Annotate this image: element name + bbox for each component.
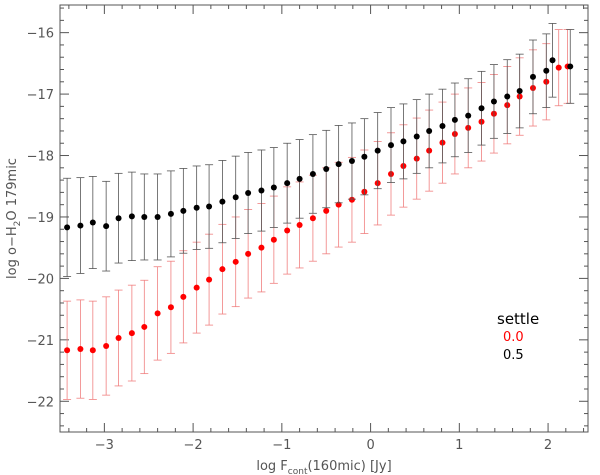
data-point [426,127,433,134]
x-tick-label: −3 [95,438,114,453]
data-point [323,166,330,173]
x-tick-label: 2 [544,438,552,453]
data-point [128,213,135,220]
x-tick-label: −1 [272,438,291,453]
data-point [270,184,277,191]
data-point [348,196,355,203]
data-point [180,293,187,300]
data-point [167,210,174,217]
data-point [309,170,316,177]
data-point [89,219,96,226]
y-tick-label: −17 [27,88,54,103]
legend-entry-settle-0-5: 0.5 [503,348,524,363]
data-point [284,227,291,234]
data-point [64,347,71,354]
data-point [296,221,303,228]
y-tick-label: −19 [27,211,54,226]
data-point [478,105,485,112]
y-axis-label-sub: 2 [13,221,23,227]
data-point [64,224,71,231]
data-point [543,67,550,74]
y-tick-label: −18 [27,150,54,165]
data-point [219,198,226,205]
plot-frame [59,4,589,433]
data-point [555,64,562,71]
data-point [193,204,200,211]
data-point [361,153,368,160]
data-point [103,223,110,230]
data-point [77,346,84,353]
x-axis-label-suffix: (160mic) [Jy] [307,459,391,474]
data-point [193,284,200,291]
data-point [309,215,316,222]
data-point [141,323,148,330]
x-tick-label: −2 [184,438,203,453]
data-point [529,73,536,80]
y-tick-label: −16 [27,27,54,42]
data-point [296,175,303,182]
data-series [63,23,575,400]
y-axis-label-prefix: log o−H [5,226,20,279]
data-point [245,250,252,257]
x-axis-label-sub: cont [288,467,308,475]
legend-entry-settle-0-0: 0.0 [503,330,524,345]
data-point [232,194,239,201]
data-point [413,133,420,140]
data-point [154,213,161,220]
y-tick-label: −20 [27,272,54,287]
data-point [451,116,458,123]
data-point [335,161,342,168]
data-point [387,142,394,149]
data-point [374,147,381,154]
data-point [219,266,226,273]
data-point [465,112,472,119]
y-tick-label: −22 [27,395,54,410]
series-0-5 [63,23,575,277]
x-tick-label: 1 [455,438,463,453]
data-point [270,236,277,243]
data-point [245,190,252,197]
data-point [77,222,84,229]
data-point [323,207,330,214]
data-point [400,138,407,145]
data-point [439,123,446,130]
y-tick-label: −21 [27,334,54,349]
data-point [167,304,174,311]
data-point [504,93,511,100]
data-point [258,187,265,194]
data-point [490,98,497,105]
y-axis-label: log o−H2O 179mic [5,158,23,279]
data-point [549,57,556,64]
data-point [180,207,187,214]
series-0-0 [63,29,572,400]
data-point [89,347,96,354]
data-point [258,244,265,251]
y-axis-label-suffix: O 179mic [5,158,20,221]
legend-title: settle [497,310,539,328]
data-point [348,158,355,165]
axes: −3 −2 −1 0 1 2 −22 −21 −20 −19 −18 −17 −16 [27,4,589,453]
data-point [232,258,239,265]
data-point [206,276,213,283]
data-point [128,330,135,337]
data-point [206,203,213,210]
data-point [103,342,110,349]
x-axis-label-prefix: log F [256,459,287,474]
data-point [284,180,291,187]
data-point [516,88,523,95]
data-point [154,310,161,317]
legend: settle 0.0 0.5 [497,310,539,363]
x-axis-label: log Fcont(160mic) [Jy] [256,459,391,475]
data-point [141,213,148,220]
data-point [115,334,122,341]
x-tick-label: 0 [366,438,374,453]
data-point [567,63,574,70]
data-point [115,215,122,222]
